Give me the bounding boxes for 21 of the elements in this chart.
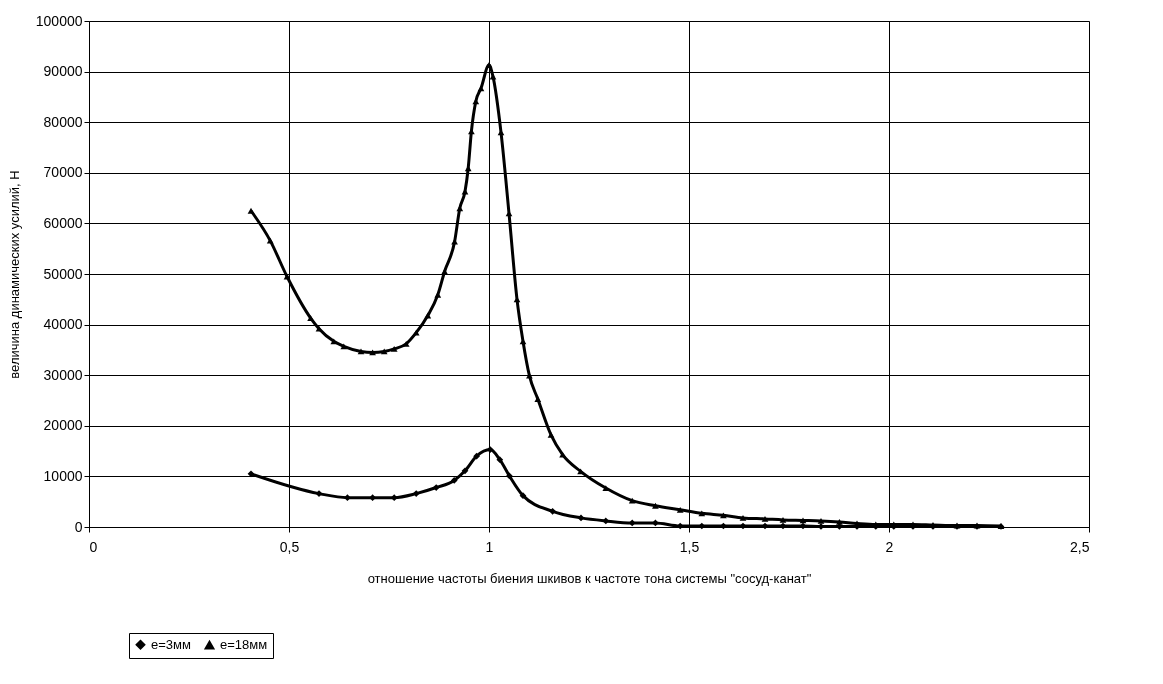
y-tick-label: 70000 [43,164,83,181]
x-axis-title: отношение частоты биения шкивов к частоте тона системы "сосуд-канат" [367,570,812,586]
y-tick-label: 20000 [43,417,83,434]
x-tick-label: 2,5 [1070,538,1090,555]
legend-label: e=18мм [220,637,268,653]
y-tick-label: 100000 [35,12,83,29]
y-tick-label: 40000 [43,316,83,333]
y-tick-label: 50000 [43,265,83,282]
y-tick-label: 10000 [43,467,83,484]
legend-label: e=3мм [151,636,191,652]
x-tick-label: 1,5 [679,538,700,555]
y-tick-label: 80000 [43,113,83,130]
x-tick-label: 1 [485,538,494,555]
y-tick-label: 30000 [43,366,83,383]
x-tick-label: 0,5 [279,538,300,555]
x-tick-label: 2 [885,538,894,555]
y-tick-label: 90000 [43,63,83,80]
x-tick-label: 0 [89,538,98,555]
y-axis-title: величина динамических усилий, Н [6,170,22,379]
y-tick-label: 0 [74,518,83,535]
y-tick-label: 60000 [43,214,83,231]
